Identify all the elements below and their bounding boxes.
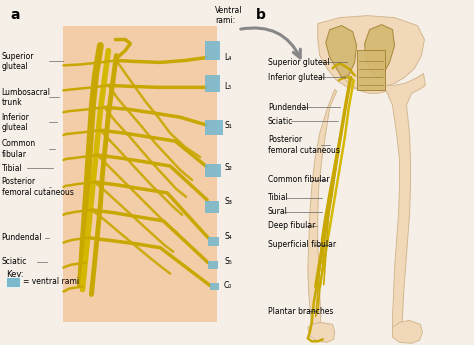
- Text: Common fibular: Common fibular: [268, 176, 329, 185]
- Text: S₄: S₄: [224, 232, 232, 241]
- Bar: [6, 277, 19, 287]
- Text: Deep fibular: Deep fibular: [268, 221, 315, 230]
- Text: Inferior
gluteal: Inferior gluteal: [2, 112, 29, 132]
- Text: L₄: L₄: [224, 53, 231, 62]
- Text: Pundendal: Pundendal: [2, 233, 42, 242]
- Text: b: b: [256, 8, 266, 22]
- Polygon shape: [365, 24, 394, 77]
- Text: S₂: S₂: [224, 162, 232, 171]
- Text: Posterior
femoral cutaneous: Posterior femoral cutaneous: [268, 135, 340, 155]
- Text: Lumbosacral
trunk: Lumbosacral trunk: [2, 88, 51, 107]
- Bar: [210, 283, 219, 289]
- Text: Tibial: Tibial: [2, 164, 22, 172]
- Text: S₅: S₅: [224, 257, 232, 266]
- Text: Superior gluteal: Superior gluteal: [268, 58, 329, 67]
- Text: Tibial: Tibial: [268, 194, 289, 203]
- Text: Superficial fibular: Superficial fibular: [268, 240, 336, 249]
- Text: Sciatic: Sciatic: [2, 257, 27, 266]
- Text: Posterior
femoral cutaneous: Posterior femoral cutaneous: [2, 177, 73, 197]
- Bar: [208, 237, 219, 246]
- Polygon shape: [308, 89, 337, 329]
- Text: L₅: L₅: [224, 82, 231, 91]
- Bar: [205, 201, 219, 213]
- Text: = ventral rami: = ventral rami: [23, 277, 79, 286]
- Text: Sciatic: Sciatic: [268, 117, 293, 126]
- Text: S₃: S₃: [224, 197, 232, 206]
- Text: Ventral
rami:: Ventral rami:: [215, 6, 243, 25]
- Text: Superior
gluteal: Superior gluteal: [2, 52, 34, 71]
- Text: a: a: [11, 8, 20, 22]
- Bar: [356, 50, 384, 90]
- Bar: [205, 164, 221, 177]
- Text: Plantar branches: Plantar branches: [268, 307, 333, 316]
- Text: S₁: S₁: [224, 121, 232, 130]
- Polygon shape: [392, 321, 422, 343]
- Bar: [63, 26, 217, 322]
- Polygon shape: [308, 322, 335, 342]
- Text: Inferior gluteal: Inferior gluteal: [268, 73, 325, 82]
- Text: C₀: C₀: [224, 281, 232, 290]
- Bar: [205, 76, 220, 92]
- Polygon shape: [326, 26, 356, 77]
- Text: Common
fibular: Common fibular: [2, 139, 36, 159]
- Polygon shape: [318, 16, 424, 89]
- Text: Pundendal: Pundendal: [268, 103, 309, 112]
- Polygon shape: [345, 70, 426, 329]
- Text: Sural: Sural: [268, 207, 288, 216]
- Text: Key:: Key:: [6, 269, 23, 279]
- Bar: [205, 120, 223, 135]
- Bar: [205, 40, 220, 60]
- Bar: [208, 260, 218, 269]
